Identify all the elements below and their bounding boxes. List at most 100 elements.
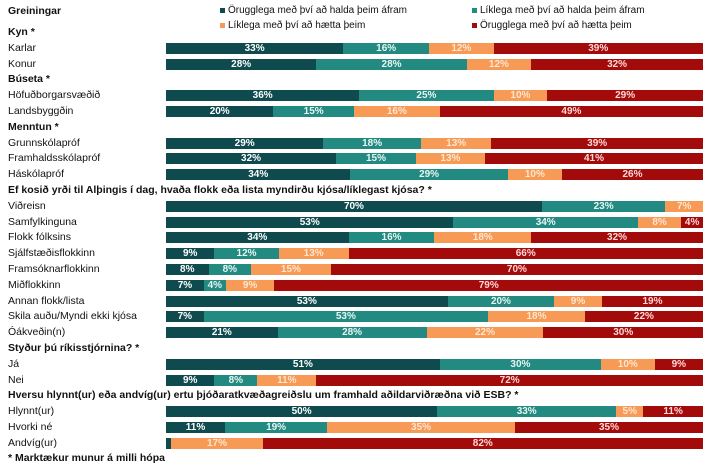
- bar-segment: 9%: [554, 295, 602, 307]
- row-label: Viðreisn: [8, 199, 46, 212]
- data-label: 9%: [242, 279, 258, 291]
- bar-segment: 9%: [166, 374, 215, 386]
- bar-segment: 28%: [277, 327, 427, 339]
- data-label: 29%: [615, 90, 636, 102]
- bar-segment: 50%: [166, 406, 438, 418]
- bar-segment: 16%: [343, 42, 430, 54]
- data-label: 13%: [446, 137, 467, 149]
- stacked-bar: 51% 30% 10% 9%: [166, 358, 703, 370]
- row-label: Já: [8, 357, 20, 370]
- legend-item-sure-keep: Örugglega með því að halda þeim áfram: [220, 4, 407, 17]
- bar-segment: 16%: [348, 232, 435, 244]
- data-label: 35%: [598, 422, 619, 433]
- row-label: Hlynnt(ur): [8, 405, 55, 418]
- data-label: 8%: [652, 216, 667, 228]
- data-label: 66%: [515, 248, 536, 260]
- data-label: 19%: [266, 422, 287, 433]
- bar-segment: 16%: [353, 106, 440, 117]
- bar-segment: 7%: [665, 200, 703, 212]
- row-label: Flokk fólksins: [8, 231, 72, 244]
- data-label: 79%: [478, 279, 499, 291]
- data-label: 18%: [472, 232, 493, 244]
- data-label: 12%: [236, 248, 257, 260]
- row-label: Samfylkinguna: [8, 215, 77, 228]
- row-label: Karlar: [8, 41, 37, 54]
- bar-segment: 20%: [447, 295, 555, 307]
- bar-segment: 34%: [166, 169, 351, 181]
- group-heading: Ef kosið yrði til Alþingis í dag, hvaða …: [8, 184, 432, 196]
- bar-segment: 10%: [600, 358, 655, 370]
- bar-segment: 18%: [434, 232, 532, 244]
- data-label: 16%: [381, 232, 402, 244]
- data-label: 13%: [303, 248, 324, 260]
- data-label: 5%: [622, 406, 637, 418]
- data-label: 20%: [209, 106, 230, 117]
- data-label: 34%: [247, 232, 268, 244]
- data-label: 36%: [252, 90, 273, 102]
- bar-segment: 53%: [166, 295, 448, 307]
- group-heading: Búseta *: [8, 73, 51, 86]
- data-label: 72%: [499, 374, 520, 386]
- data-label: 4%: [684, 216, 700, 228]
- data-label: 53%: [335, 311, 356, 323]
- legend-label-likely-stop: Líklega með því að hætta þeim: [228, 20, 366, 31]
- group-heading: Menntun *: [8, 120, 59, 133]
- data-label: 53%: [299, 216, 320, 228]
- bar-segment: 66%: [348, 248, 703, 260]
- bar-segment: 53%: [203, 311, 489, 323]
- data-label: 28%: [231, 58, 252, 70]
- bar-segment: 36%: [166, 90, 360, 102]
- data-label: 22%: [474, 327, 495, 339]
- stacked-bar: 7% 4% 9% 79%: [166, 279, 703, 291]
- data-label: 7%: [676, 200, 692, 212]
- data-label: 53%: [296, 295, 317, 307]
- data-label: 10%: [617, 358, 638, 370]
- data-label: 11%: [663, 406, 683, 418]
- row-label: Grunnskólapróf: [8, 136, 80, 149]
- bar-segment: 18%: [323, 137, 421, 149]
- bar-segment: 79%: [274, 279, 703, 291]
- bar-segment: 29%: [350, 169, 508, 181]
- row-label: Konur: [8, 57, 37, 70]
- data-label: 70%: [506, 264, 527, 275]
- data-label: 21%: [211, 327, 232, 339]
- data-label: 8%: [222, 264, 238, 275]
- data-label: 41%: [583, 153, 604, 165]
- bar-segment: 9%: [225, 279, 275, 291]
- data-label: 9%: [182, 248, 198, 260]
- stacked-bar: 50% 33% 5% 11%: [166, 406, 703, 418]
- stacked-bar: 9% 8% 11% 72%: [166, 374, 703, 386]
- bar-segment: 29%: [547, 90, 703, 102]
- bar-segment: 19%: [225, 422, 328, 433]
- data-label: 7%: [177, 279, 193, 291]
- stacked-bar: 34% 16% 18% 32%: [166, 232, 703, 244]
- bar-segment: 34%: [453, 216, 638, 228]
- data-label: 33%: [244, 42, 265, 54]
- group-heading: Hversu hlynnt(ur) eða andvíg(ur) ertu þj…: [8, 389, 519, 402]
- data-label: 39%: [588, 42, 609, 54]
- bar-segment: 11%: [643, 406, 703, 418]
- data-label: 28%: [381, 58, 402, 70]
- data-label: 7%: [177, 311, 193, 323]
- row-label: Háskólapróf: [8, 168, 65, 181]
- bar-segment: 72%: [316, 374, 703, 386]
- data-label: 20%: [490, 295, 511, 307]
- data-label: 4%: [207, 279, 223, 291]
- data-label: 15%: [303, 106, 324, 117]
- stacked-bar: 8% 8% 15% 70%: [166, 264, 703, 275]
- stacked-bar: 32% 15% 13% 41%: [166, 153, 703, 165]
- bar-segment: 4%: [681, 216, 703, 228]
- bar-segment: 41%: [484, 153, 703, 165]
- bar-segment: 19%: [601, 295, 703, 307]
- data-label: 10%: [510, 90, 531, 102]
- legend-swatch-likely-stop: [220, 23, 225, 28]
- data-label: 29%: [234, 137, 255, 149]
- stacked-bar: 33% 16% 12% 39%: [166, 42, 703, 54]
- data-label: 35%: [411, 422, 432, 433]
- row-label: Hvorki né: [8, 421, 53, 433]
- row-label: Miðflokkinn: [8, 278, 61, 291]
- data-label: 13%: [440, 153, 461, 165]
- legend-col-1: Örugglega með því að halda þeim áfram Lí…: [220, 4, 407, 32]
- bar-segment: 15%: [273, 106, 354, 117]
- stacked-bar: 20% 15% 16% 49%: [166, 106, 703, 117]
